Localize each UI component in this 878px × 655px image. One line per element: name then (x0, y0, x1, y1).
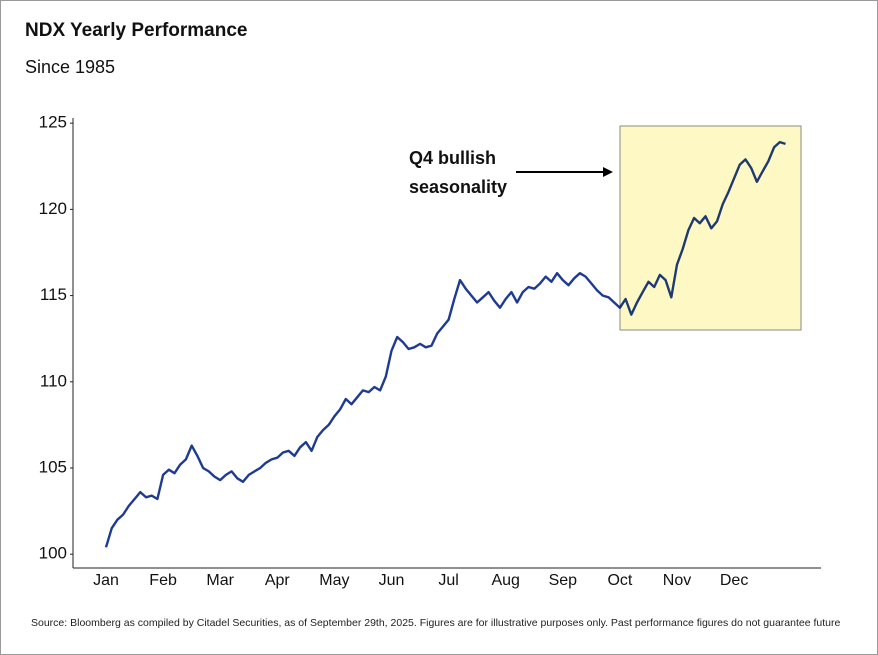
annotation: Q4 bullish (409, 148, 496, 168)
highlight-box (619, 125, 802, 331)
y-tick-label: 115 (40, 285, 67, 304)
x-tick-label: May (319, 572, 349, 589)
y-tick-label: 105 (39, 457, 67, 476)
y-tick-label: 120 (39, 199, 67, 218)
x-tick-label: Nov (663, 572, 691, 589)
y-tick-label: 110 (40, 371, 67, 390)
x-tick-label: Dec (720, 572, 748, 589)
x-tick-label: Mar (206, 572, 234, 589)
y-tick-label: 100 (39, 544, 67, 563)
x-tick-label: Aug (491, 572, 519, 589)
footnote: Source: Bloomberg as compiled by Citadel… (31, 617, 841, 629)
x-tick-label: Oct (607, 572, 632, 589)
chart-subtitle: Since 1985 (25, 57, 115, 77)
x-tick-label: Feb (149, 572, 177, 589)
chart-title: NDX Yearly Performance (25, 20, 248, 41)
x-tick-label: Sep (549, 572, 578, 589)
x-tick-label: Jan (93, 572, 119, 589)
annotation: seasonality (409, 177, 507, 197)
x-tick-label: Jun (379, 572, 405, 589)
annotation-arrowhead (603, 167, 613, 177)
y-tick-label: 125 (39, 113, 67, 132)
x-tick-label: Jul (438, 572, 458, 589)
x-tick-label: Apr (265, 572, 291, 589)
